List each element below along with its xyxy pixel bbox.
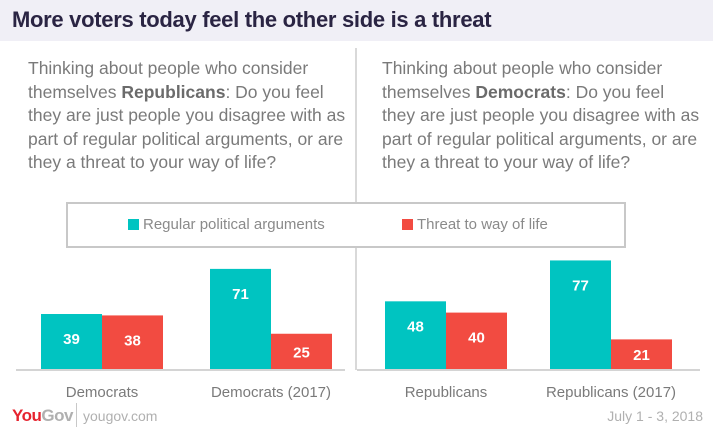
question-left-rest: : Do you feel they are just people you d… [28, 81, 346, 173]
question-right-rest: : Do you feel they are just people you d… [382, 81, 700, 173]
title-bar: More voters today feel the other side is… [0, 0, 713, 41]
site-link[interactable]: yougov.com [83, 408, 158, 424]
bar-regular [210, 268, 271, 369]
legend-swatch-regular [128, 219, 139, 230]
legend-item-threat: Threat to way of life [402, 216, 548, 233]
bar-regular [550, 260, 611, 369]
question-left-text: Thinking about people who consider thems… [28, 58, 309, 102]
data-label: 38 [124, 332, 141, 349]
bar-chart: 39 38 Democrats 71 25 Democrats (2017) 48 40 Rep… [16, 260, 700, 400]
data-label: 40 [468, 330, 485, 347]
question-right: Thinking about people who consider thems… [382, 57, 702, 175]
question-left: Thinking about people who consider thems… [28, 57, 348, 175]
bar-threat [271, 333, 332, 369]
survey-date: July 1 - 3, 2018 [607, 408, 703, 424]
category-label: Republicans (2017) [546, 384, 676, 400]
legend-swatch-threat [402, 219, 413, 230]
data-label: 21 [633, 347, 650, 364]
data-label: 25 [293, 344, 310, 361]
question-right-party: Democrats [475, 81, 566, 102]
bar-threat [446, 312, 507, 369]
legend-label-regular: Regular political arguments [143, 216, 325, 233]
logo-separator [76, 403, 77, 427]
bar-threat [102, 315, 163, 369]
question-right-text: Thinking about people who consider thems… [382, 58, 663, 102]
x-axis-line [357, 369, 700, 371]
bar-threat [611, 339, 672, 369]
bar-regular [385, 301, 446, 369]
category-label: Democrats [66, 384, 139, 400]
legend-item-regular: Regular political arguments [128, 216, 325, 233]
legend-label-threat: Threat to way of life [417, 216, 548, 233]
category-label: Republicans [405, 384, 488, 400]
chart-title: More voters today feel the other side is… [12, 7, 492, 32]
category-label: Democrats (2017) [211, 384, 331, 400]
bar-regular [41, 314, 102, 369]
data-label: 48 [407, 318, 424, 335]
data-label: 71 [232, 286, 249, 303]
legend: Regular political arguments Threat to wa… [66, 202, 626, 248]
question-left-party: Republicans [121, 81, 226, 102]
x-axis-line [16, 369, 345, 371]
logo-you: You [12, 406, 42, 425]
data-label: 39 [63, 331, 80, 348]
data-label: 77 [572, 277, 589, 294]
yougov-logo: YouGov [12, 406, 73, 426]
logo-gov: Gov [41, 406, 73, 425]
